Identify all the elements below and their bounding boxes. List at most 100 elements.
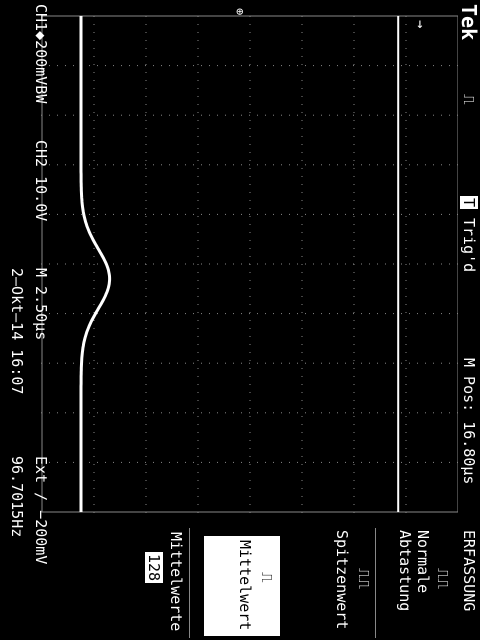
grid-dot [301, 264, 303, 265]
grid-dot [249, 392, 251, 393]
menu-option-normal[interactable]: ⎍⎍ Normale Abtastung [378, 528, 454, 638]
grid-dot [337, 263, 338, 265]
grid-dot [89, 263, 90, 265]
grid-dot [301, 416, 303, 417]
grid-dot [185, 313, 186, 315]
grid-dot [385, 461, 386, 463]
grid-lines [41, 16, 458, 513]
grid-dot [441, 313, 442, 315]
grid-dot [353, 48, 355, 49]
grid-dot [301, 216, 303, 217]
grid-dot [369, 313, 370, 315]
grid-dot [93, 88, 95, 89]
grid-dot [145, 248, 147, 249]
grid-dot [197, 120, 199, 121]
grid-dot [449, 313, 450, 315]
grid-dot [93, 216, 95, 217]
grid-dot [273, 164, 274, 166]
grid-dot [145, 320, 147, 321]
grid-dot [209, 213, 210, 215]
grid-dot [369, 412, 370, 414]
grid-dot [93, 280, 95, 281]
grid-dot [209, 461, 210, 463]
grid-dot [405, 368, 407, 369]
grid-dot [273, 263, 274, 265]
grid-dot [197, 16, 199, 17]
grid-dot [145, 114, 146, 116]
grid-dot [377, 213, 378, 215]
grid-dot [249, 232, 251, 233]
grid-dot [41, 461, 42, 463]
grid-dot [105, 164, 106, 166]
grid-dot [169, 65, 170, 67]
grid-dot [145, 56, 147, 57]
grid-dot [209, 114, 210, 116]
grid-dot [273, 412, 274, 414]
grid-dot [433, 461, 434, 463]
grid-dot [345, 114, 346, 116]
grid-dot [301, 200, 303, 201]
grid-dot [65, 263, 66, 265]
grid-dot [353, 128, 355, 129]
grid-dot [257, 362, 258, 364]
grid-dot [405, 48, 407, 49]
grid-dot [73, 263, 74, 265]
grid-dot [249, 368, 251, 369]
grid-dot [249, 200, 251, 201]
grid-dot [153, 412, 154, 414]
grid-dot [89, 114, 90, 116]
grid-dot [97, 461, 98, 463]
grid-dot [145, 224, 147, 225]
grid-dot [297, 412, 298, 414]
grid-dot [301, 424, 303, 425]
menu-option-averages-count[interactable]: Mittelwerte 128 [113, 528, 190, 638]
grid-dot [249, 40, 251, 41]
grid-dot [301, 184, 303, 185]
grid-dot [353, 448, 355, 449]
grid-dot [197, 440, 199, 441]
grid-dot [197, 64, 199, 65]
grid-dot [401, 263, 402, 265]
grid-dot [97, 263, 98, 265]
grid-dot [161, 164, 162, 166]
grid-dot [433, 114, 434, 116]
grid-dot [201, 65, 202, 67]
grid-dot [249, 472, 251, 473]
grid-dot [289, 412, 290, 414]
grid-dot [353, 16, 355, 17]
grid-dot [93, 208, 95, 209]
grid-dot [301, 488, 303, 489]
grid-dot [353, 24, 355, 25]
grid-dot [197, 224, 199, 225]
grid-dot [145, 448, 147, 449]
grid-dot [145, 164, 146, 166]
grid-dot [393, 65, 394, 67]
grid-dot [197, 360, 199, 361]
grid-dot [417, 114, 418, 116]
menu-option-peak[interactable]: ⎍⎍ Spitzenwert [299, 528, 376, 638]
grid-dot [89, 313, 90, 315]
grid-dot [97, 164, 98, 166]
grid-dot [405, 280, 407, 281]
grid-dot [249, 56, 251, 57]
grid-dot [281, 313, 282, 315]
grid-dot [301, 104, 303, 105]
grid-dot [353, 152, 355, 153]
menu-option-average[interactable]: ⎍ Mittelwert [204, 536, 280, 636]
grid-dot [353, 488, 355, 489]
grid-dot [197, 336, 199, 337]
grid-dot [145, 408, 147, 409]
grid-dot [197, 176, 199, 177]
grid-dot [197, 216, 199, 217]
averages-value[interactable]: 128 [145, 552, 163, 584]
grid-dot [405, 104, 407, 105]
grid-dot [405, 24, 407, 25]
grid-dot [353, 304, 355, 305]
grid-dot [93, 472, 95, 473]
grid-dot [177, 213, 178, 215]
grid-dot [177, 65, 178, 67]
grid-dot [197, 464, 199, 465]
grid-dot [121, 412, 122, 414]
grid-dot [105, 461, 106, 463]
grid-dot [301, 160, 303, 161]
